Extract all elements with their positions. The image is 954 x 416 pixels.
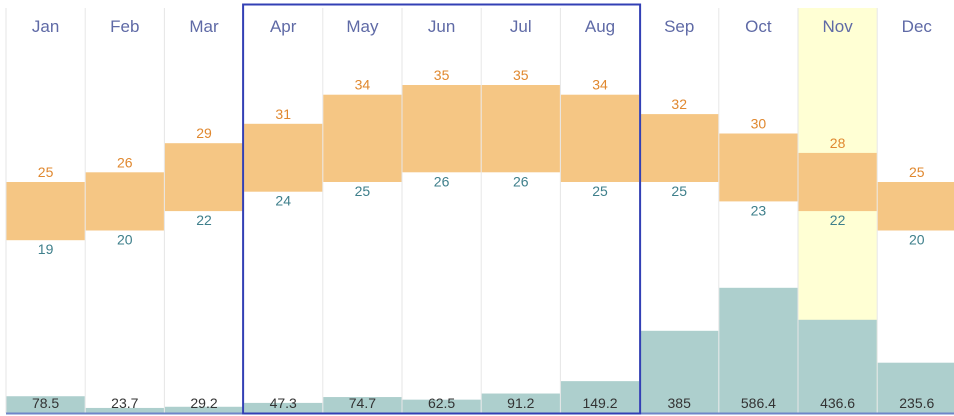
- month-label-apr: Apr: [270, 17, 297, 36]
- rainfall-bar-jan: [6, 396, 85, 413]
- rainfall-label: 385: [668, 395, 692, 411]
- month-label-mar: Mar: [189, 17, 219, 36]
- high-temp-label: 34: [355, 77, 371, 93]
- temperature-bar-oct: [719, 133, 798, 202]
- temperature-bar-nov: [798, 152, 877, 212]
- rainfall-bar-aug: [560, 381, 640, 413]
- low-temp-label: 24: [275, 193, 291, 209]
- temperature-bar-dec: [877, 182, 954, 231]
- high-temp-label: 29: [196, 125, 212, 141]
- high-temp-label: 31: [275, 106, 291, 122]
- month-label-nov: Nov: [822, 17, 853, 36]
- rainfall-label: 47.3: [270, 395, 297, 411]
- high-temp-label: 32: [671, 96, 687, 112]
- rainfall-bar-sep: [640, 330, 719, 413]
- month-label-oct: Oct: [745, 17, 772, 36]
- high-temp-label: 35: [513, 67, 529, 83]
- rainfall-label: 235.6: [899, 395, 934, 411]
- month-label-dec: Dec: [902, 17, 933, 36]
- rainfall-bar-feb: [85, 407, 164, 413]
- low-temp-label: 19: [38, 241, 54, 257]
- high-temp-label: 34: [592, 77, 608, 93]
- rainfall-label: 78.5: [32, 395, 59, 411]
- high-temp-label: 25: [909, 164, 925, 180]
- rainfall-label: 74.7: [349, 395, 376, 411]
- high-temp-label: 35: [434, 67, 450, 83]
- rainfall-bar-jun: [402, 399, 481, 413]
- month-label-jan: Jan: [32, 17, 59, 36]
- high-temp-label: 25: [38, 164, 54, 180]
- month-label-sep: Sep: [664, 17, 694, 36]
- rainfall-bar-apr: [244, 402, 323, 413]
- month-label-may: May: [346, 17, 379, 36]
- low-temp-label: 20: [909, 232, 925, 248]
- high-temp-label: 30: [751, 116, 767, 132]
- rainfall-bar-oct: [719, 287, 798, 413]
- rainfall-label: 91.2: [507, 395, 534, 411]
- low-temp-label: 25: [355, 183, 371, 199]
- temperature-bar-sep: [640, 114, 719, 182]
- temperature-bar-jan: [6, 182, 85, 241]
- rainfall-bar-may: [323, 397, 402, 413]
- rainfall-bar-mar: [164, 406, 244, 413]
- low-temp-label: 22: [830, 212, 846, 228]
- rainfall-label: 62.5: [428, 395, 455, 411]
- rainfall-label: 586.4: [741, 395, 776, 411]
- rainfall-label: 29.2: [190, 395, 217, 411]
- low-temp-label: 20: [117, 232, 133, 248]
- rainfall-label: 436.6: [820, 395, 855, 411]
- temperature-bar-feb: [85, 172, 164, 231]
- temperature-bar-apr: [244, 123, 323, 192]
- month-label-jun: Jun: [428, 17, 455, 36]
- temperature-bar-may: [323, 94, 402, 182]
- temperature-bar-jul: [481, 85, 560, 173]
- high-temp-label: 26: [117, 154, 133, 170]
- low-temp-label: 22: [196, 212, 212, 228]
- month-label-feb: Feb: [110, 17, 139, 36]
- month-label-aug: Aug: [585, 17, 615, 36]
- rainfall-bar-dec: [877, 362, 954, 413]
- rainfall-label: 149.2: [582, 395, 617, 411]
- month-label-jul: Jul: [510, 17, 532, 36]
- rainfall-bar-nov: [798, 319, 877, 413]
- temperature-bar-jun: [402, 85, 481, 173]
- high-temp-label: 28: [830, 135, 846, 151]
- temperature-bar-mar: [164, 143, 244, 212]
- low-temp-label: 26: [513, 173, 529, 189]
- highlight-range-outline: [242, 3, 642, 415]
- temperature-bar-aug: [560, 94, 640, 182]
- low-temp-label: 25: [671, 183, 687, 199]
- low-temp-label: 26: [434, 173, 450, 189]
- low-temp-label: 25: [592, 183, 608, 199]
- rainfall-bar-jul: [481, 393, 560, 413]
- rainfall-label: 23.7: [111, 395, 138, 411]
- low-temp-label: 23: [751, 202, 767, 218]
